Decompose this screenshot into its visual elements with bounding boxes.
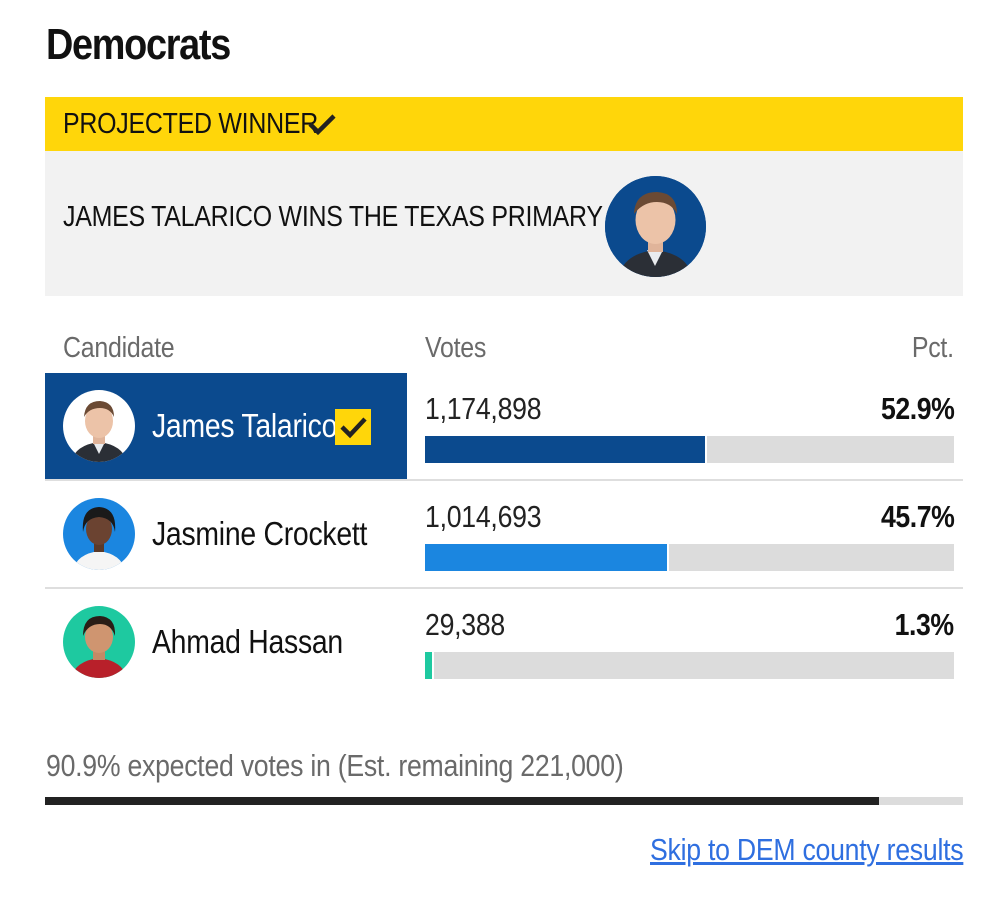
winner-avatar — [605, 176, 706, 277]
candidate-cell: Jasmine Crockett — [45, 481, 407, 588]
row-divider — [45, 587, 963, 589]
row-divider — [45, 479, 963, 481]
page-title: Democrats — [46, 20, 231, 69]
reporting-progress-track — [45, 797, 963, 805]
vote-bar-track — [425, 652, 954, 679]
candidate-avatar — [63, 606, 135, 678]
candidate-name: James Talarico — [152, 407, 338, 444]
vote-percent: 52.9% — [880, 391, 955, 426]
reporting-progress-fill — [45, 797, 880, 805]
winner-announcement: JAMES TALARICO WINS THE TEXAS PRIMARY — [45, 151, 963, 296]
winner-check-icon — [335, 409, 371, 445]
header-pct: Pct. — [912, 332, 954, 364]
vote-count: 1,174,898 — [425, 391, 542, 426]
table-row: James Talarico 1,174,898 52.9% — [45, 373, 963, 480]
candidate-cell: Ahmad Hassan — [45, 589, 407, 696]
vote-count: 1,014,693 — [425, 499, 542, 534]
banner-label: PROJECTED WINNER — [63, 108, 318, 140]
projected-winner-banner: PROJECTED WINNER — [45, 97, 963, 151]
vote-count: 29,388 — [425, 607, 506, 642]
winner-announcement-text: JAMES TALARICO WINS THE TEXAS PRIMARY — [63, 201, 603, 233]
candidate-avatar — [63, 498, 135, 570]
candidate-name: Jasmine Crockett — [152, 515, 368, 552]
table-row: Ahmad Hassan 29,388 1.3% — [45, 589, 963, 696]
table-row: Jasmine Crockett 1,014,693 45.7% — [45, 481, 963, 588]
vote-percent: 1.3% — [894, 607, 954, 642]
skip-to-county-results-link[interactable]: Skip to DEM county results — [649, 832, 964, 867]
candidate-name: Ahmad Hassan — [152, 623, 343, 660]
vote-bar-track — [425, 436, 954, 463]
vote-bar-fill — [425, 652, 434, 679]
vote-bar-fill — [425, 436, 707, 463]
vote-bar-track — [425, 544, 954, 571]
candidate-cell: James Talarico — [45, 373, 407, 480]
check-icon — [308, 114, 336, 136]
vote-bar-fill — [425, 544, 669, 571]
candidate-avatar — [63, 390, 135, 462]
header-votes: Votes — [425, 332, 487, 364]
header-candidate: Candidate — [63, 332, 175, 364]
vote-percent: 45.7% — [880, 499, 955, 534]
expected-votes-text: 90.9% expected votes in (Est. remaining … — [46, 748, 624, 783]
